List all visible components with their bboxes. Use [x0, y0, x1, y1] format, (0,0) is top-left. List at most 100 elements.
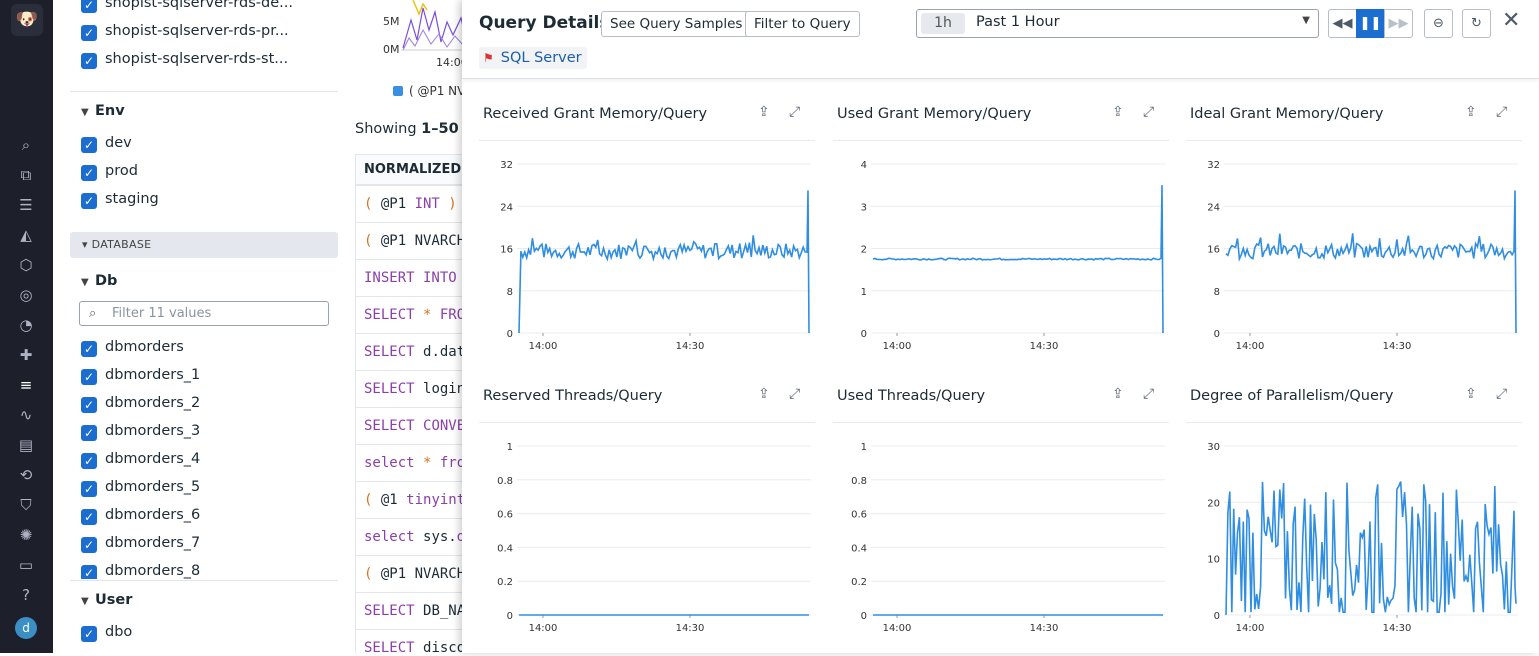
- db-checkbox[interactable]: ✓: [81, 481, 97, 497]
- expand-icon[interactable]: ⤢: [789, 386, 801, 402]
- chevron-down-icon: ▼: [81, 107, 89, 118]
- gauge-icon[interactable]: ◔: [19, 316, 33, 334]
- expand-icon[interactable]: ⤢: [1496, 386, 1508, 402]
- export-icon[interactable]: ⇪: [758, 386, 770, 402]
- query-row[interactable]: SELECT * FRO: [355, 296, 473, 333]
- expand-icon[interactable]: ⤢: [1143, 386, 1155, 402]
- logs-icon[interactable]: ≡: [19, 376, 33, 394]
- export-icon[interactable]: ⇪: [1112, 386, 1124, 402]
- export-icon[interactable]: ⇪: [1465, 104, 1477, 120]
- env-checkbox[interactable]: ✓: [81, 193, 97, 209]
- host-checkbox[interactable]: ✓: [81, 53, 97, 69]
- query-row[interactable]: select sys.d: [355, 518, 473, 555]
- export-icon[interactable]: ⇪: [1112, 104, 1124, 120]
- query-row[interactable]: ( @P1 NVARCH: [355, 222, 473, 259]
- query-token: tinyint: [406, 492, 466, 508]
- host-checkbox[interactable]: ✓: [81, 0, 97, 13]
- apm-icon[interactable]: ∿: [19, 406, 33, 424]
- target-icon[interactable]: ◎: [19, 286, 33, 304]
- query-row[interactable]: ( @1 tinyint: [355, 481, 473, 518]
- query-row[interactable]: SELECT DB_NA: [355, 592, 473, 629]
- query-token: FRO: [439, 307, 466, 323]
- sql-server-icon: ⚑: [483, 51, 494, 65]
- query-row[interactable]: ( @P1 NVARCH: [355, 555, 473, 592]
- close-icon[interactable]: ✕: [1502, 8, 1521, 33]
- widget-title: Degree of Parallelism/Query: [1190, 388, 1394, 404]
- page-title: Query Details: [479, 13, 610, 33]
- binoculars-icon[interactable]: ⧉: [20, 166, 32, 184]
- facet-db-label: dbmorders_2: [105, 395, 201, 411]
- widget-received-grant-memory: Received Grant Memory/Query ⇪ ⤢ 0 8 16 24 32…: [479, 104, 817, 374]
- column-header-normalized-query[interactable]: NORMALIZED Q: [355, 154, 473, 185]
- user-checkbox[interactable]: ✓: [81, 626, 97, 642]
- facet-db-label: dbmorders_6: [105, 507, 201, 523]
- widget-ideal-grant-memory: Ideal Grant Memory/Query ⇪ ⤢ 0 8 16 24 32 14:…: [1186, 104, 1524, 374]
- export-icon[interactable]: ⇪: [1465, 386, 1477, 402]
- facet-db-header[interactable]: ▼ Db: [81, 273, 118, 289]
- facet-user-header[interactable]: ▼ User: [81, 592, 133, 608]
- sql-server-tag[interactable]: ⚑ SQL Server: [479, 47, 587, 69]
- expand-icon[interactable]: ⤢: [1143, 104, 1155, 120]
- db-checkbox[interactable]: ✓: [81, 453, 97, 469]
- security-icon[interactable]: ⛉: [20, 496, 32, 514]
- db-checkbox[interactable]: ✓: [81, 397, 97, 413]
- filter-to-query-button[interactable]: Filter to Query: [745, 11, 860, 37]
- see-query-samples-button[interactable]: See Query Samples: [601, 11, 752, 37]
- db-checkbox[interactable]: ✓: [81, 565, 97, 579]
- y-tick-label: 0: [507, 611, 513, 622]
- db-checkbox[interactable]: ✓: [81, 425, 97, 441]
- divider: [1186, 140, 1522, 141]
- search-icon[interactable]: ⌕: [21, 136, 31, 154]
- db-checkbox[interactable]: ✓: [81, 341, 97, 357]
- query-row[interactable]: SELECT CONVE: [355, 407, 473, 444]
- query-token: (: [364, 233, 381, 249]
- pause-icon[interactable]: ❚❚: [1356, 9, 1385, 38]
- zoom-out-icon[interactable]: ⊖: [1424, 9, 1453, 38]
- query-row[interactable]: SELECT d.dat: [355, 333, 473, 370]
- db-checkbox[interactable]: ✓: [81, 369, 97, 385]
- help-icon[interactable]: ?: [22, 586, 30, 604]
- notebook-icon[interactable]: ▤: [18, 436, 34, 454]
- rum-icon[interactable]: ⟲: [19, 466, 33, 484]
- widget-used-threads: Used Threads/Query ⇪ ⤢ 0 0.2 0.4 0.6 0.8 1 14:…: [833, 386, 1171, 656]
- db-list-clip: ✓ dbmorders_8: [53, 563, 353, 579]
- facet-env-header[interactable]: ▼ Env: [81, 103, 125, 119]
- query-row[interactable]: SELECT disco: [355, 629, 473, 653]
- env-checkbox[interactable]: ✓: [81, 137, 97, 153]
- db-checkbox[interactable]: ✓: [81, 537, 97, 553]
- legend-label: ( @P1 NV: [409, 84, 466, 98]
- y-tick-label: 0.4: [497, 543, 513, 554]
- export-icon[interactable]: ⇪: [758, 104, 770, 120]
- query-row[interactable]: INSERT INTO: [355, 259, 473, 296]
- query-row[interactable]: SELECT login: [355, 370, 473, 407]
- query-row[interactable]: ( @P1 INT ): [355, 185, 473, 222]
- chart-icon[interactable]: ◭: [20, 226, 32, 244]
- db-checkbox[interactable]: ✓: [81, 509, 97, 525]
- y-tick-label: 32: [1207, 160, 1220, 171]
- avatar[interactable]: d: [15, 617, 37, 639]
- refresh-icon[interactable]: ↻: [1462, 9, 1491, 38]
- puzzle-icon[interactable]: ✚: [19, 346, 33, 364]
- fast-forward-icon[interactable]: ▶▶: [1384, 9, 1413, 38]
- infra-icon[interactable]: ⬡: [19, 256, 33, 274]
- time-range-label: Past 1 Hour: [976, 14, 1060, 30]
- datadog-logo-icon[interactable]: 🐶: [11, 4, 43, 36]
- x-tick-label: 14:00: [529, 341, 558, 352]
- query-row[interactable]: select * fro: [355, 444, 473, 481]
- y-tick-label: 3: [861, 202, 867, 213]
- db-filter-input[interactable]: ⌕ Filter 11 values: [79, 301, 329, 326]
- rewind-icon[interactable]: ◀◀: [1328, 9, 1357, 38]
- env-checkbox[interactable]: ✓: [81, 165, 97, 181]
- list-icon[interactable]: ☰: [19, 196, 33, 214]
- expand-icon[interactable]: ⤢: [789, 104, 801, 120]
- y-tick-label: 32: [500, 160, 513, 171]
- settings-icon[interactable]: ✺: [19, 526, 33, 544]
- database-section-header[interactable]: ▾ DATABASE: [70, 232, 338, 258]
- time-range-selector[interactable]: 1h Past 1 Hour ▼: [916, 9, 1319, 38]
- query-token: @1: [380, 492, 407, 508]
- expand-icon[interactable]: ⤢: [1496, 104, 1508, 120]
- series-line: [1225, 481, 1517, 616]
- chat-icon[interactable]: ▭: [18, 556, 34, 574]
- host-checkbox[interactable]: ✓: [81, 25, 97, 41]
- y-tick: 5M: [383, 15, 400, 28]
